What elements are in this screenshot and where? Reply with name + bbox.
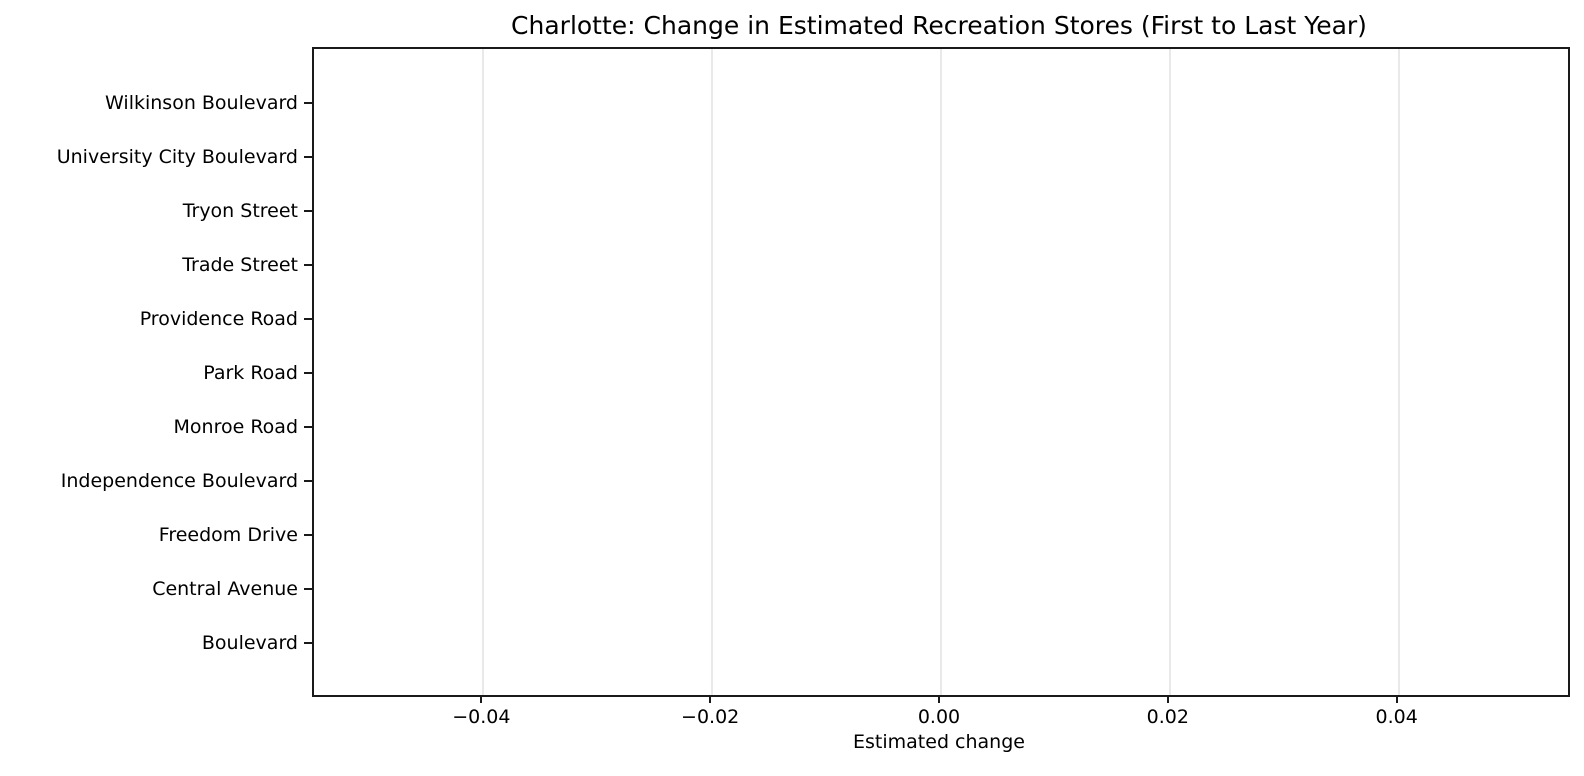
y-tick-label: Monroe Road [173,416,298,438]
y-tick-label: Tryon Street [182,200,298,222]
x-axis-label: Estimated change [853,731,1025,753]
x-tick-mark [938,695,940,703]
x-tick-mark [1166,695,1169,703]
gridline-x-−0.02 [711,49,714,695]
y-tick-label: Independence Boulevard [60,470,298,492]
x-tick-label: 0.04 [1375,706,1418,728]
x-tick-label: 0.02 [1146,706,1189,728]
gridline-x-−0.04 [482,49,485,695]
y-tick-mark [304,156,312,158]
y-tick-mark [304,264,312,266]
y-tick-mark [304,102,312,104]
gridline-x-0.00 [940,49,942,695]
y-tick-mark [304,318,312,320]
y-tick-mark [304,480,312,482]
y-tick-label: University City Boulevard [56,146,298,168]
y-tick-mark [304,210,312,212]
y-tick-label: Freedom Drive [158,524,298,546]
y-tick-mark [304,426,312,428]
y-tick-mark [304,372,312,374]
chart-title: Charlotte: Change in Estimated Recreatio… [511,11,1367,40]
y-tick-label: Wilkinson Boulevard [105,92,298,114]
y-tick-mark [304,534,312,536]
x-tick-mark [480,695,483,703]
x-tick-mark [709,695,712,703]
y-tick-label: Trade Street [182,254,298,276]
y-tick-label: Central Avenue [152,578,298,600]
y-tick-label: Park Road [203,362,298,384]
y-tick-mark [304,588,312,590]
x-tick-mark [1395,695,1398,703]
y-tick-mark [304,642,312,644]
x-tick-label: −0.02 [681,706,740,728]
y-tick-label: Boulevard [201,632,298,654]
gridline-x-0.02 [1168,49,1171,695]
x-tick-label: −0.04 [452,706,511,728]
plot-area [312,47,1570,697]
y-tick-label: Providence Road [139,308,298,330]
x-tick-label: 0.00 [917,706,961,728]
gridline-x-0.04 [1397,49,1400,695]
